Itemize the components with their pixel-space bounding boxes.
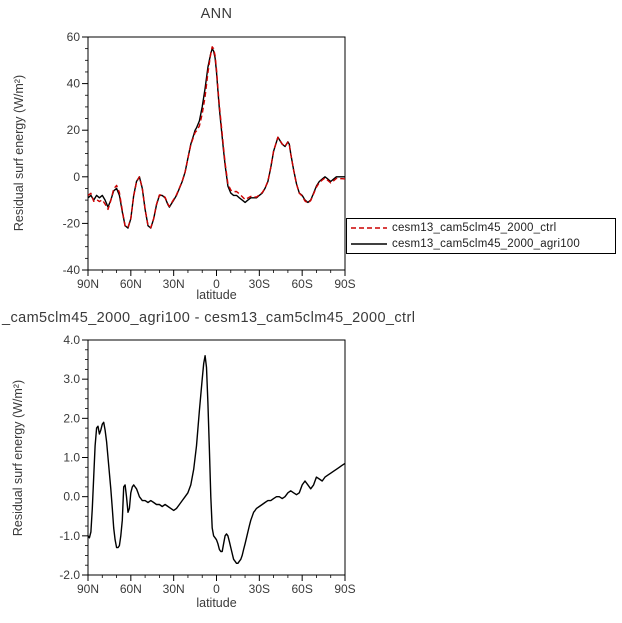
svg-text:0.0: 0.0 xyxy=(63,490,80,504)
svg-text:60: 60 xyxy=(67,30,81,44)
legend: cesm13_cam5clm45_2000_ctrl cesm13_cam5cl… xyxy=(346,218,616,254)
svg-text:-2.0: -2.0 xyxy=(59,568,80,582)
svg-text:60S: 60S xyxy=(291,582,312,596)
difference-line xyxy=(88,355,345,564)
top-y-axis-label: Residual surf energy (W/m²) xyxy=(12,74,26,232)
bottom-chart: 90N 60N 30N 0 30S 60S 90S 4.0 3.0 2.0 1.0 0.0 -1.0 -2… xyxy=(59,333,355,596)
svg-text:0: 0 xyxy=(213,277,220,291)
svg-text:4.0: 4.0 xyxy=(63,333,80,347)
svg-text:0: 0 xyxy=(213,582,220,596)
svg-text:3.0: 3.0 xyxy=(63,372,80,386)
svg-text:-40: -40 xyxy=(63,263,81,277)
dashed-line-sample-icon xyxy=(351,227,387,229)
legend-label-ctrl: cesm13_cam5clm45_2000_ctrl xyxy=(392,222,557,234)
legend-item-agri100: cesm13_cam5clm45_2000_agri100 xyxy=(347,236,615,252)
top-chart: 90N 60N 30N 0 30S 60S 90S 60 40 20 0 -20 -40 xyxy=(63,30,356,291)
svg-text:90S: 90S xyxy=(334,582,355,596)
svg-text:60N: 60N xyxy=(120,277,142,291)
bottom-chart-title: _cam5clm45_2000_agri100 - cesm13_cam5clm… xyxy=(2,310,416,326)
solid-line-sample-icon xyxy=(351,243,387,245)
svg-text:-20: -20 xyxy=(63,216,81,230)
bottom-x-axis-label: latitude xyxy=(196,596,237,610)
svg-text:30S: 30S xyxy=(249,277,270,291)
bottom-y-axis-label: Residual surf energy (W/m²) xyxy=(11,379,25,537)
svg-text:1.0: 1.0 xyxy=(63,451,80,465)
top-chart-title: ANN xyxy=(200,6,233,22)
svg-text:0: 0 xyxy=(73,170,80,184)
cesm13_cam5clm45_2000_ctrl-line xyxy=(88,46,345,229)
svg-text:60S: 60S xyxy=(291,277,312,291)
svg-text:90N: 90N xyxy=(77,582,99,596)
svg-text:90S: 90S xyxy=(334,277,355,291)
legend-label-agri100: cesm13_cam5clm45_2000_agri100 xyxy=(392,238,580,250)
svg-text:30N: 30N xyxy=(163,582,185,596)
svg-text:30S: 30S xyxy=(249,582,270,596)
svg-text:90N: 90N xyxy=(77,277,99,291)
svg-text:30N: 30N xyxy=(163,277,185,291)
svg-text:40: 40 xyxy=(67,77,81,91)
svg-text:60N: 60N xyxy=(120,582,142,596)
svg-text:2.0: 2.0 xyxy=(63,411,80,425)
legend-item-ctrl: cesm13_cam5clm45_2000_ctrl xyxy=(347,220,615,236)
svg-text:20: 20 xyxy=(67,123,81,137)
top-x-axis-label: latitude xyxy=(196,288,237,302)
svg-text:-1.0: -1.0 xyxy=(59,529,80,543)
